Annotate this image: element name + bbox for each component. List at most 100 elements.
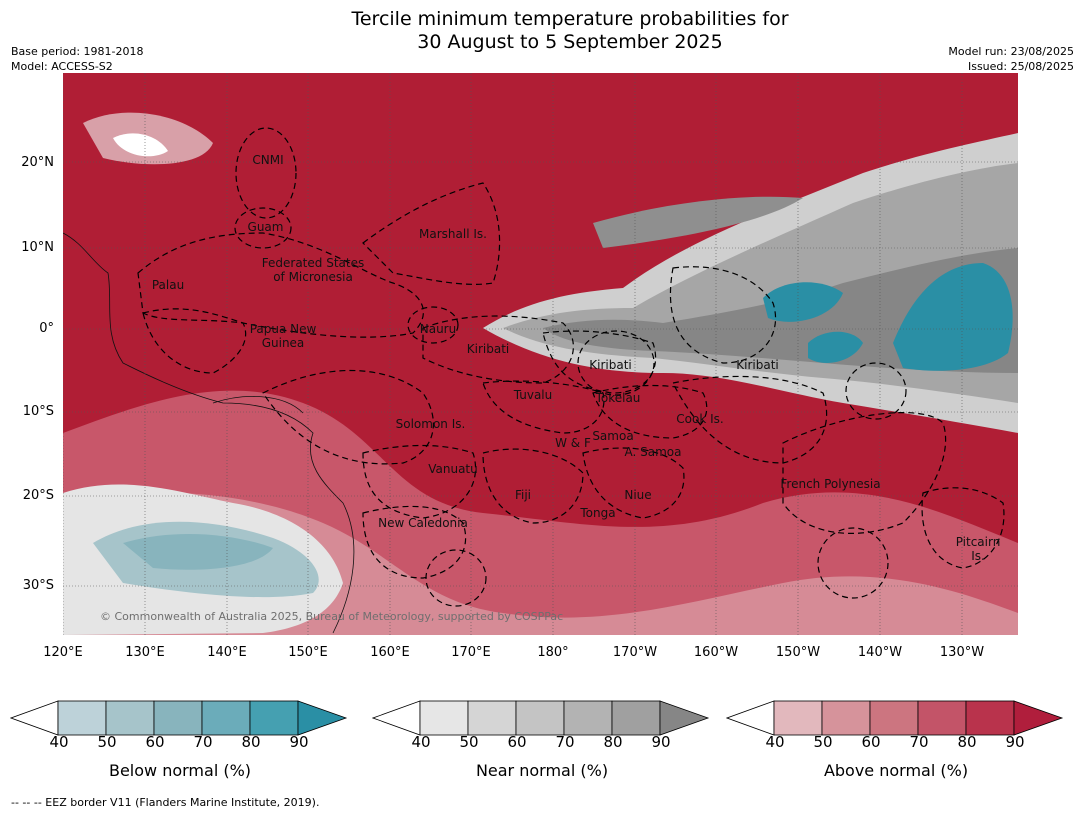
below-normal-patch-b (808, 331, 863, 363)
colorbar-below-normal-graphic (9, 700, 348, 736)
australia-below-normal-core (123, 533, 273, 570)
cb2-tick-80: 80 (957, 733, 977, 751)
colorbar-label-above: Above normal (%) (823, 761, 969, 780)
colorbar-over-extension (1013, 700, 1064, 736)
lat-tick-0: 0° (39, 321, 54, 336)
cb1-tick-70: 70 (555, 733, 575, 751)
region-label-french-polynesia: French Polynesia (780, 477, 881, 491)
cb1-tick-40: 40 (411, 733, 431, 751)
region-label-new-caledonia: New Caledonia (378, 516, 468, 530)
colorbar-segment (965, 700, 1015, 736)
colorbar-segment (917, 700, 967, 736)
cb0-tick-90: 90 (289, 733, 309, 751)
colorbar-under-extension (725, 700, 775, 736)
region-label-tokelau: Tokelau (595, 391, 641, 405)
title-line-2: 30 August to 5 September 2025 (417, 31, 723, 53)
cb2-tick-40: 40 (765, 733, 785, 751)
lon-tick-130w: 130°W (939, 645, 985, 660)
lon-tick-180: 180° (537, 645, 569, 660)
region-label-vanuatu: Vanuatu (428, 462, 478, 476)
region-label-nauru: Nauru (419, 322, 457, 336)
colorbar-segment (105, 700, 155, 736)
colorbar-segment (57, 700, 107, 736)
colorbar-segment (773, 700, 823, 736)
lon-tick-120e: 120°E (43, 645, 83, 660)
cb0-tick-60: 60 (145, 733, 165, 751)
model-name: Model: ACCESS-S2 (11, 60, 113, 73)
cb0-tick-50: 50 (97, 733, 117, 751)
colorbar-label-below: Below normal (%) (108, 761, 252, 780)
probability-map: CNMI Guam Marshall Is. Federated States … (63, 73, 1018, 635)
region-label-tonga: Tonga (580, 506, 616, 520)
map-title: Tercile minimum temperature probabilitie… (0, 8, 1085, 54)
colorbar-segment (611, 700, 661, 736)
region-label-samoa: Samoa (592, 429, 634, 443)
lon-tick-170w: 170°W (612, 645, 658, 660)
below-normal-north-patch (113, 133, 168, 157)
region-label-kiribati-central: Kiribati (589, 358, 632, 372)
lat-tick-30s: 30°S (22, 578, 54, 593)
meta-left: Base period: 1981-2018 Model: ACCESS-S2 (11, 44, 143, 74)
below-normal-patch-a (763, 282, 843, 322)
region-label-cnmi: CNMI (252, 153, 284, 167)
model-run: Model run: 23/08/2025 (948, 45, 1074, 58)
colorbar-near-normal-graphic (371, 700, 710, 736)
lat-tick-10s: 10°S (22, 404, 54, 419)
colorbar-segment (419, 700, 469, 736)
graticule (63, 73, 1018, 635)
colorbar-segment (563, 700, 613, 736)
colorbar-segment (249, 700, 299, 736)
colorbar-segment (869, 700, 919, 736)
cb2-tick-70: 70 (909, 733, 929, 751)
cb1-tick-50: 50 (459, 733, 479, 751)
lon-tick-140w: 140°W (857, 645, 903, 660)
region-label-wf: W & F (555, 436, 591, 450)
cb1-tick-90: 90 (651, 733, 671, 751)
meta-right: Model run: 23/08/2025 Issued: 25/08/2025 (948, 44, 1074, 74)
coastline-west (63, 232, 355, 634)
region-label-pitcairn: Pitcairn Is. (955, 535, 1001, 563)
lat-tick-20n: 20°N (21, 155, 54, 170)
region-label-american-samoa: A. Samoa (624, 445, 682, 459)
region-label-solomon: Solomon Is. (395, 417, 466, 431)
eez-borders (137, 127, 1005, 607)
region-label-kiribati-east: Kiribati (736, 358, 779, 372)
cb1-tick-60: 60 (507, 733, 527, 751)
region-label-guam: Guam (247, 220, 284, 234)
coastline-png (212, 396, 304, 414)
colorbar-segment (467, 700, 517, 736)
colorbar-over-extension (659, 700, 710, 736)
colorbar-segment (153, 700, 203, 736)
colorbar-below-normal (9, 700, 350, 736)
cb2-tick-60: 60 (861, 733, 881, 751)
colorbar-under-extension (371, 700, 421, 736)
region-label-fsm: Federated States of Micronesia (261, 256, 365, 284)
colorbar-under-extension (9, 700, 59, 736)
lon-tick-140e: 140°E (207, 645, 247, 660)
lat-tick-20s: 20°S (22, 488, 54, 503)
base-period: Base period: 1981-2018 (11, 45, 144, 58)
colorbar-segment (201, 700, 251, 736)
eez-footnote: -- -- -- EEZ border V11 (Flanders Marine… (11, 796, 320, 809)
lon-tick-130e: 130°E (125, 645, 165, 660)
lon-tick-170e: 170°E (451, 645, 491, 660)
colorbar-over-extension (297, 700, 348, 736)
region-label-palau: Palau (151, 278, 185, 292)
colorbar-segment (515, 700, 565, 736)
copyright-notice: © Commonwealth of Australia 2025, Bureau… (100, 610, 564, 623)
cb2-tick-50: 50 (813, 733, 833, 751)
region-label-cook: Cook Is. (676, 412, 724, 426)
region-label-fiji: Fiji (514, 488, 532, 502)
colorbar-near-normal (371, 700, 712, 736)
region-label-marshall: Marshall Is. (419, 227, 487, 241)
cb0-tick-40: 40 (49, 733, 69, 751)
cb1-tick-80: 80 (603, 733, 623, 751)
issued-date: Issued: 25/08/2025 (967, 60, 1074, 73)
near-normal-north-band (593, 196, 803, 248)
lon-tick-150e: 150°E (288, 645, 328, 660)
region-label-kiribati-west: Kiribati (466, 342, 510, 356)
region-label-png: Papua New Guinea (249, 322, 317, 350)
colorbar-above-normal (725, 700, 1066, 736)
lon-tick-160e: 160°E (370, 645, 410, 660)
region-label-niue: Niue (624, 488, 652, 502)
